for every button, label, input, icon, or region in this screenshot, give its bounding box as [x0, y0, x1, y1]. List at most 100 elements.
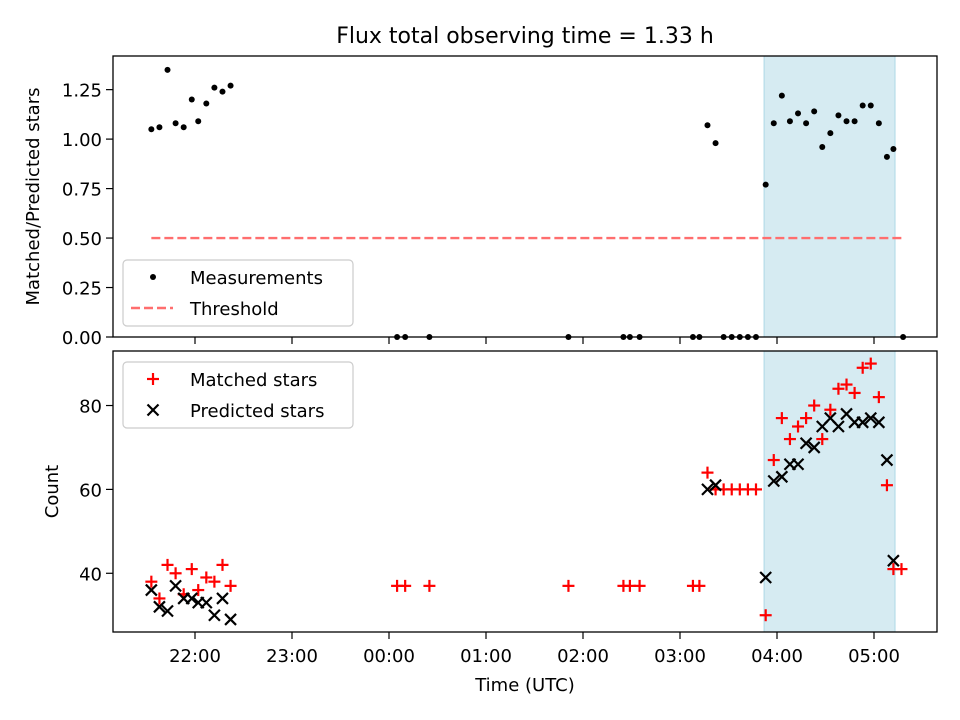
predicted-point [832, 420, 845, 433]
predicted-point [161, 604, 174, 618]
measurement-point [180, 124, 187, 131]
matched-point [895, 563, 908, 576]
matched-point [701, 466, 714, 479]
measurement-point [203, 100, 210, 107]
measurement-point [843, 118, 850, 125]
measurement-point [172, 120, 179, 127]
legend: Measurements Threshold [122, 259, 354, 327]
matched-point [783, 433, 796, 446]
x-axis-label: Time (UTC) [474, 675, 575, 696]
measurement-point [219, 88, 226, 95]
x-tick-label: 23:00 [266, 646, 318, 667]
measurement-point [704, 122, 711, 129]
matched-point [161, 558, 174, 571]
x-tick-label: 22:00 [169, 646, 221, 667]
x-tick-label: 02:00 [557, 646, 609, 667]
measurement-point [156, 124, 163, 131]
matched-point [399, 579, 412, 592]
legend-label: Measurements [190, 268, 323, 289]
y-tick-label: 0.00 [62, 328, 102, 349]
matched-point [816, 433, 829, 446]
measurement-point [188, 96, 195, 103]
predicted-point [200, 596, 213, 609]
y-tick-label: 0.75 [62, 180, 102, 201]
predicted-point [807, 441, 821, 454]
matched-point [192, 584, 205, 597]
y-tick-label: 60 [79, 480, 102, 501]
matched-point [864, 357, 877, 370]
y-axis-label: Matched/Predicted stars [23, 88, 44, 306]
matched-point [423, 579, 436, 592]
predicted-point [224, 613, 237, 626]
measurement-point [811, 108, 818, 115]
matched-point [800, 412, 813, 425]
y-axis-label: Count [42, 465, 63, 518]
measurement-point [795, 110, 802, 117]
measurement-point [227, 82, 234, 89]
matched-point [775, 412, 788, 425]
predicted-point [791, 457, 805, 471]
legend-box [122, 361, 354, 429]
predicted-point [864, 411, 878, 425]
matched-point [200, 571, 213, 584]
measurement-point [211, 84, 218, 91]
matched-point [169, 567, 182, 580]
measurement-point [827, 130, 834, 137]
matched-point [832, 382, 845, 395]
legend-x-marker [146, 403, 160, 417]
matched-point [224, 579, 237, 592]
measurement-point [778, 92, 785, 99]
predicted-point [880, 453, 894, 467]
measurement-point [786, 118, 793, 125]
x-tick-label: 03:00 [654, 646, 706, 667]
measurement-point [890, 146, 897, 153]
legend-label: Predicted stars [190, 401, 324, 422]
measurement-point [819, 144, 826, 151]
predicted-point [185, 592, 199, 605]
matched-point [848, 386, 861, 399]
predicted-point [169, 579, 182, 593]
x-tick-label: 05:00 [848, 646, 900, 667]
y-tick-label: 0.25 [62, 279, 102, 300]
x-tick-label: 04:00 [751, 646, 803, 667]
x-tick-label: 01:00 [460, 646, 512, 667]
measurement-point [164, 66, 171, 73]
plot-area [145, 357, 908, 626]
predicted-point [856, 416, 869, 429]
matched-point [856, 361, 869, 374]
predicted-point [767, 474, 781, 488]
top-panel: 0.00 0.25 0.50 0.75 1.00 1.25 Matched/Predicte… [23, 55, 938, 349]
matched-point [633, 579, 646, 592]
legend-box [122, 259, 354, 327]
matched-point [693, 579, 706, 592]
y-tick-label: 40 [79, 564, 102, 585]
measurement-point [867, 102, 874, 109]
y-tick-label: 0.50 [62, 229, 102, 250]
x-tick-label: 00:00 [363, 646, 415, 667]
legend-dot-marker [150, 274, 156, 280]
plot-frame [112, 350, 938, 633]
highlight-span [764, 351, 896, 632]
predicted-point [216, 592, 229, 605]
plot-frame [112, 55, 938, 338]
matched-point [153, 592, 166, 605]
highlight-span [764, 56, 896, 337]
chart-title: Flux total observing time = 1.33 h [336, 24, 714, 49]
matched-point [759, 609, 772, 622]
matched-point [808, 399, 821, 412]
predicted-point [153, 600, 166, 614]
predicted-point [208, 608, 221, 622]
legend-plus-marker [147, 373, 159, 385]
measurement-point [770, 120, 777, 127]
matched-point [185, 563, 198, 576]
predicted-point [759, 571, 772, 584]
matched-point [216, 558, 229, 571]
measurement-point [835, 112, 842, 119]
matched-point [208, 575, 221, 588]
measurement-point [851, 118, 858, 125]
predicted-point [775, 470, 789, 484]
predicted-point [887, 554, 900, 567]
bottom-panel: 40 60 80 Count 22:00 23:00 00:00 01:00 02:00 03:0… [42, 350, 938, 696]
matched-point [840, 378, 853, 391]
measurement-point [803, 120, 810, 127]
